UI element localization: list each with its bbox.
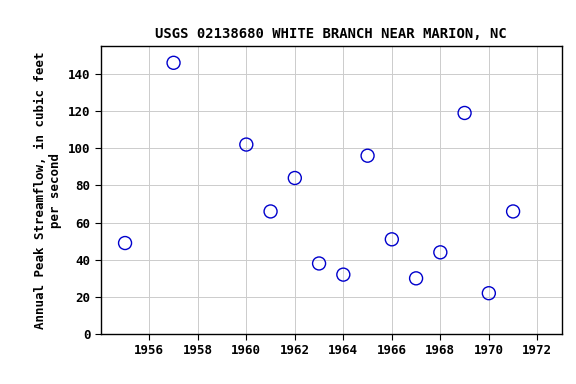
Point <box>509 209 518 215</box>
Y-axis label: Annual Peak Streamflow, in cubic feet
per second: Annual Peak Streamflow, in cubic feet pe… <box>35 51 62 329</box>
Point <box>290 175 300 181</box>
Point <box>363 152 372 159</box>
Point <box>387 236 396 242</box>
Point <box>435 249 445 255</box>
Point <box>484 290 494 296</box>
Point <box>120 240 130 246</box>
Point <box>411 275 420 281</box>
Point <box>266 209 275 215</box>
Point <box>242 141 251 147</box>
Point <box>339 271 348 278</box>
Point <box>460 110 469 116</box>
Point <box>314 260 324 266</box>
Title: USGS 02138680 WHITE BRANCH NEAR MARION, NC: USGS 02138680 WHITE BRANCH NEAR MARION, … <box>156 27 507 41</box>
Point <box>169 60 178 66</box>
